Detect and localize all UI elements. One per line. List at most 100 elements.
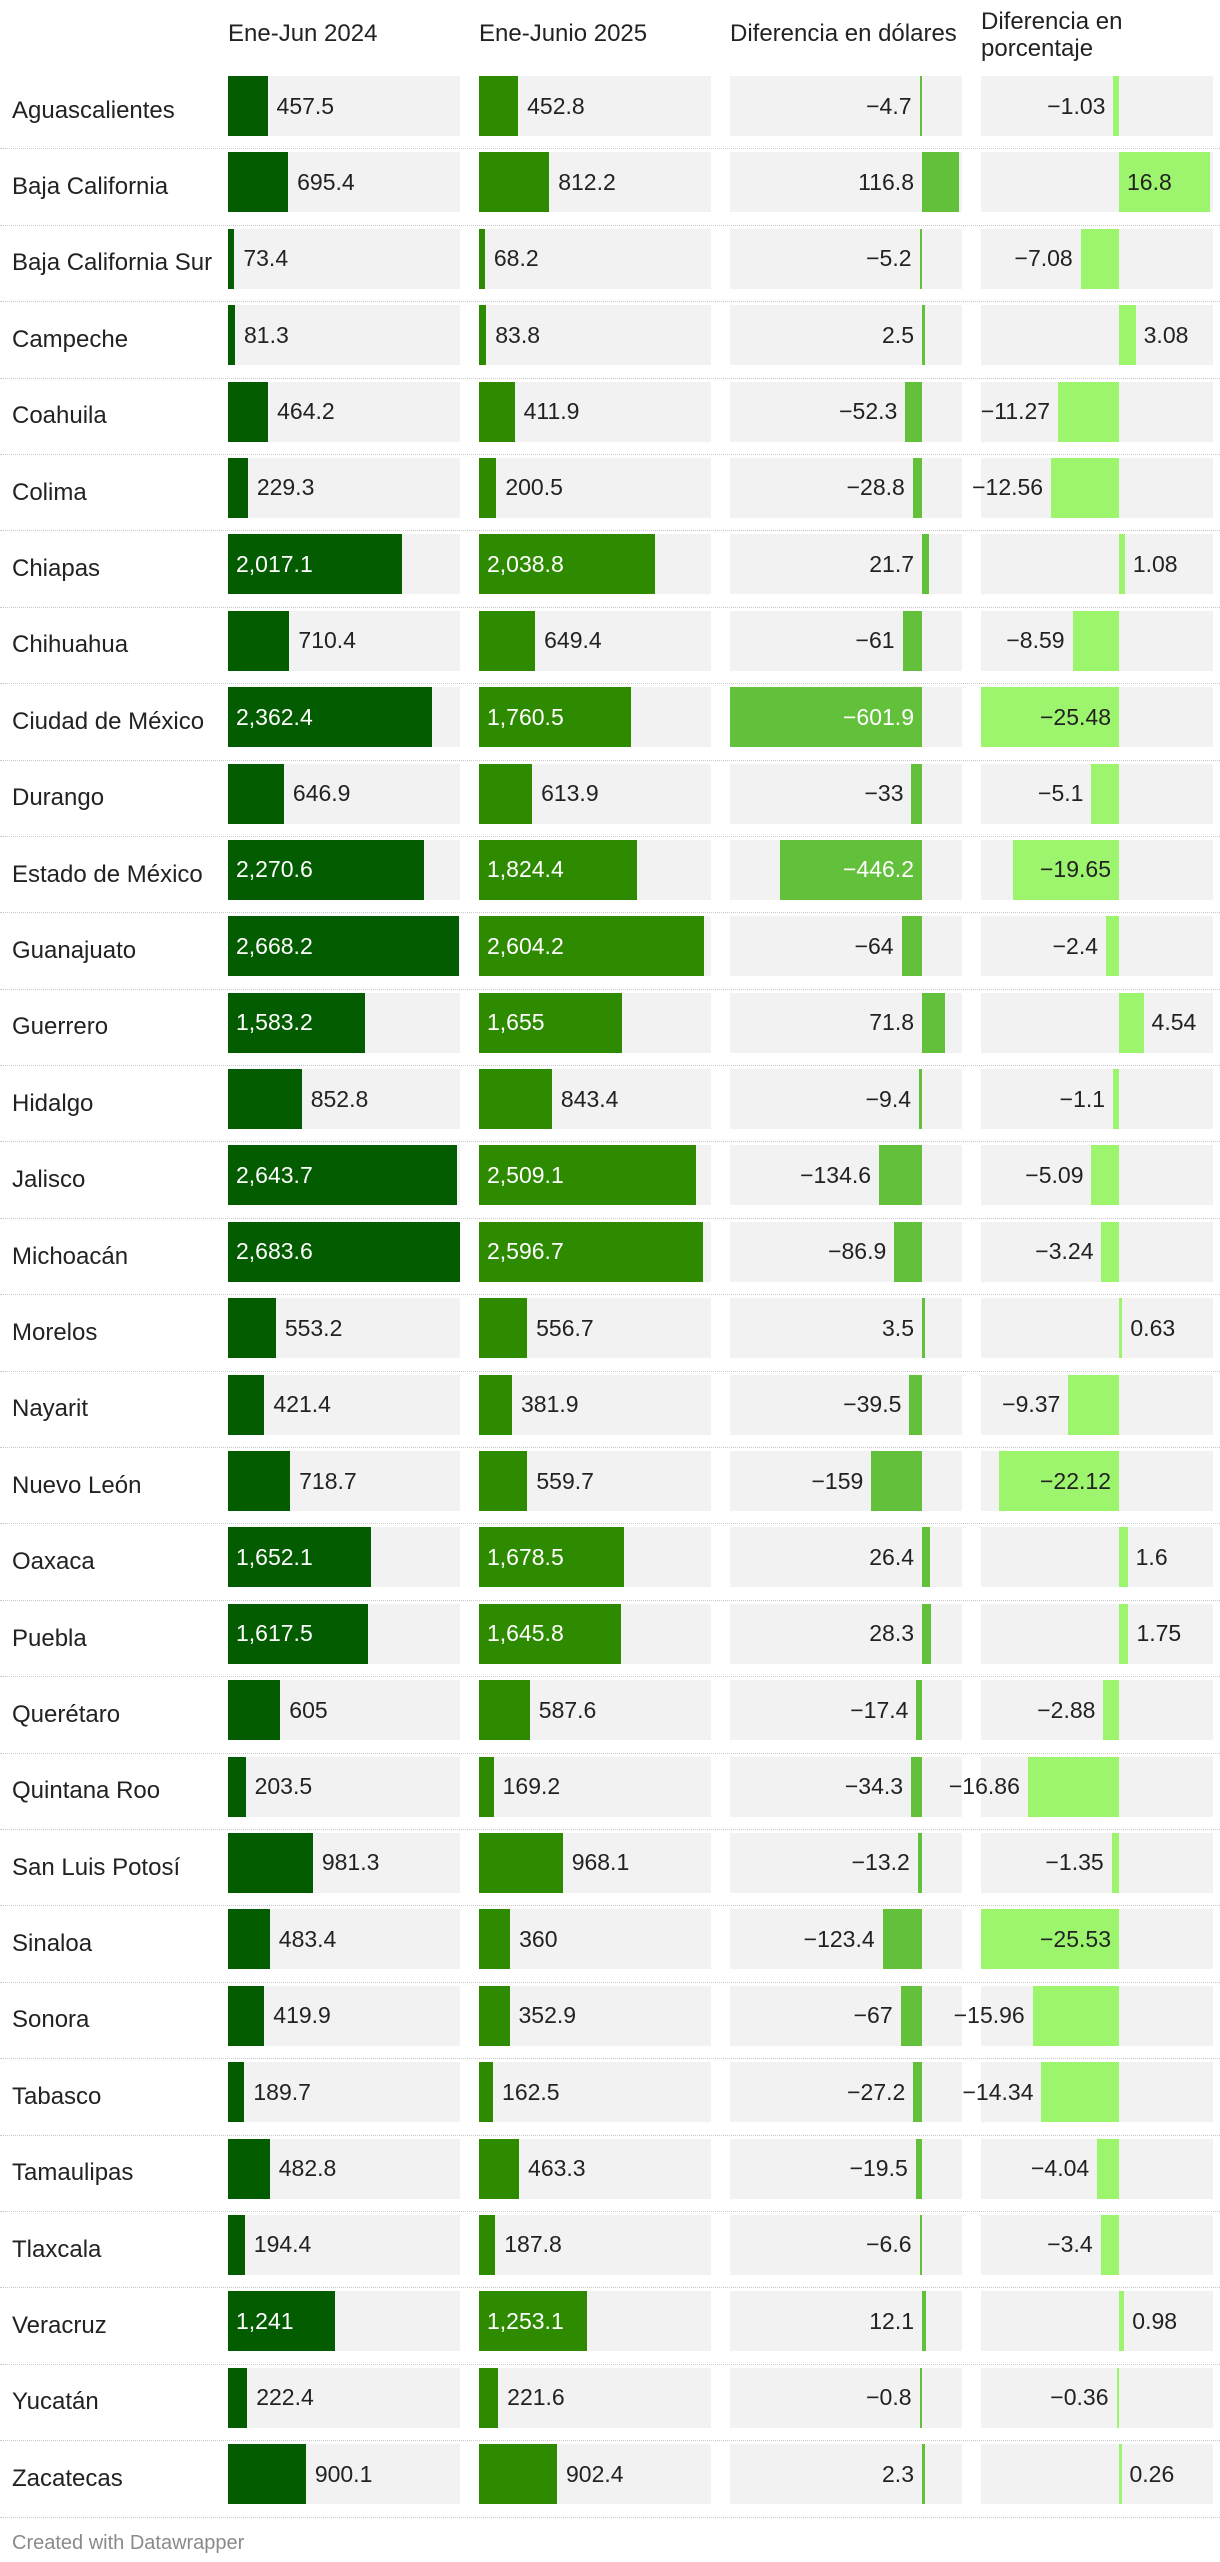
value-diff-usd: −52.3 [839, 398, 898, 425]
state-name: Guerrero [12, 1013, 109, 1041]
bar-2025 [479, 1527, 625, 1588]
cell-diff-pct: 1.08 [981, 534, 1213, 595]
cell-value-2024: 2,643.7 [228, 1145, 460, 1206]
cell-diff-pct: −5.09 [981, 1145, 1213, 1206]
bar-diff-usd [901, 916, 922, 977]
cell-diff-usd: −5.2 [730, 228, 962, 289]
cell-diff-pct: 1.75 [981, 1603, 1213, 1664]
value-diff-usd: −86.9 [828, 1238, 887, 1265]
cell-value-2024: 2,683.6 [228, 1221, 460, 1282]
cell-diff-pct: 16.8 [981, 152, 1213, 213]
value-diff-usd: −64 [854, 932, 894, 959]
cell-diff-pct: −16.86 [949, 1756, 1213, 1817]
value-diff-pct: −12.56 [972, 474, 1044, 501]
cell-diff-usd: −67 [730, 1985, 962, 2046]
value-2025: 411.9 [523, 398, 580, 425]
bar-2025 [479, 2444, 557, 2505]
value-diff-pct: −7.08 [1014, 245, 1073, 272]
value-diff-usd: −19.5 [849, 2155, 908, 2182]
cell-diff-usd: 12.1 [730, 2291, 962, 2352]
value-2025: 902.4 [566, 2460, 624, 2487]
cell-diff-pct: −1.35 [981, 1832, 1213, 1893]
value-diff-pct: −3.24 [1035, 1238, 1094, 1265]
value-diff-usd: 26.4 [869, 1543, 914, 1570]
bar-diff-pct [1091, 763, 1119, 824]
value-diff-usd: −27.2 [847, 2078, 906, 2105]
value-diff-pct: −25.53 [1040, 1925, 1111, 1952]
cell-diff-pct: −4.04 [981, 2138, 1213, 2199]
value-diff-usd: −159 [811, 1467, 864, 1494]
bar-diff-usd [905, 381, 922, 442]
table-row-chihuahua: Chihuahua 710.4 649.4 −61 −8.59 [0, 608, 1220, 685]
value-2025: 221.6 [507, 2384, 565, 2411]
state-name: Baja California [12, 173, 169, 201]
value-2025: 2,596.7 [487, 1238, 564, 1265]
bar-2025 [479, 1298, 528, 1359]
cell-diff-pct: −25.53 [981, 1909, 1213, 1970]
cell-value-2025: 556.7 [479, 1298, 711, 1359]
bar-2024 [228, 839, 425, 900]
bar-diff-usd [871, 1451, 922, 1512]
bar-diff-pct [1041, 2062, 1119, 2123]
value-diff-usd: 71.8 [869, 1009, 914, 1036]
bar-diff-pct [1072, 610, 1119, 671]
value-2025: 352.9 [518, 2002, 577, 2029]
cell-value-2025: 452.8 [479, 76, 711, 136]
value-diff-usd: 116.8 [858, 168, 914, 195]
bar-diff-pct [1116, 2367, 1119, 2428]
value-diff-pct: −25.48 [1040, 703, 1111, 730]
state-name: Sinaloa [12, 1930, 93, 1958]
bar-2025 [479, 2214, 496, 2275]
column-header-diff-pct-line2: porcentaje [981, 35, 1094, 62]
value-2025: 1,824.4 [487, 856, 564, 883]
cell-diff-usd: −13.2 [730, 1832, 962, 1893]
value-2024: 464.2 [277, 398, 335, 425]
column-header-diff-pct: Diferencia en porcentaje [981, 8, 1122, 62]
bar-2025 [479, 1069, 552, 1130]
cell-value-2025: 83.8 [479, 305, 711, 366]
table-row-tamaulipas: Tamaulipas 482.8 463.3 −19.5 −4.04 [0, 2136, 1220, 2212]
state-name: Chiapas [12, 555, 101, 583]
value-diff-usd: −67 [853, 2002, 893, 2029]
cell-diff-pct: −3.24 [981, 1221, 1213, 1282]
value-2024: 1,617.5 [236, 1620, 313, 1647]
cell-value-2024: 981.3 [228, 1832, 460, 1893]
bar-2024 [228, 381, 269, 442]
bar-diff-usd [913, 2062, 922, 2123]
cell-diff-pct: −15.96 [954, 1985, 1213, 2046]
value-diff-pct: 1.08 [1132, 550, 1178, 577]
value-diff-pct: −1.1 [1059, 1085, 1106, 1112]
cell-value-2025: 2,596.7 [479, 1221, 711, 1282]
state-name: Sonora [12, 2006, 90, 2034]
value-2024: 1,583.2 [236, 1009, 313, 1036]
cell-value-2025: 2,604.2 [479, 916, 711, 977]
table-row-san-luis-potosi: San Luis Potosí 981.3 968.1 −13.2 −1.35 [0, 1830, 1220, 1907]
cell-diff-pct: −19.65 [981, 839, 1213, 900]
bar-2024 [228, 1374, 265, 1435]
bar-2025 [479, 305, 487, 366]
value-2024: 421.4 [273, 1391, 331, 1418]
table-row-nayarit: Nayarit 421.4 381.9 −39.5 −9.37 [0, 1372, 1220, 1449]
cell-diff-pct: 3.08 [981, 305, 1213, 366]
bar-diff-pct [1119, 305, 1136, 366]
bar-2024 [228, 457, 248, 518]
table-row-zacatecas: Zacatecas 900.1 902.4 2.3 0.26 [0, 2441, 1220, 2518]
bar-2025 [479, 1221, 704, 1282]
bar-2024 [228, 687, 433, 748]
bar-diff-pct [1113, 76, 1119, 136]
value-diff-usd: −9.4 [865, 1085, 912, 1112]
value-2025: 1,645.8 [487, 1620, 564, 1647]
bar-diff-pct [1119, 1298, 1123, 1359]
cell-value-2024: 900.1 [228, 2444, 460, 2505]
bar-diff-usd [909, 1374, 922, 1435]
bar-2024 [228, 1985, 265, 2046]
bar-diff-usd [919, 1069, 922, 1130]
bar-diff-pct [1119, 152, 1210, 213]
cell-diff-pct: −7.08 [981, 228, 1213, 289]
value-2024: 605 [289, 1696, 328, 1723]
bar-2025 [479, 228, 485, 289]
state-name: Nuevo León [12, 1471, 142, 1499]
cell-value-2025: 1,824.4 [479, 839, 711, 900]
state-name: Hidalgo [12, 1089, 94, 1117]
bar-2024 [228, 2291, 336, 2352]
